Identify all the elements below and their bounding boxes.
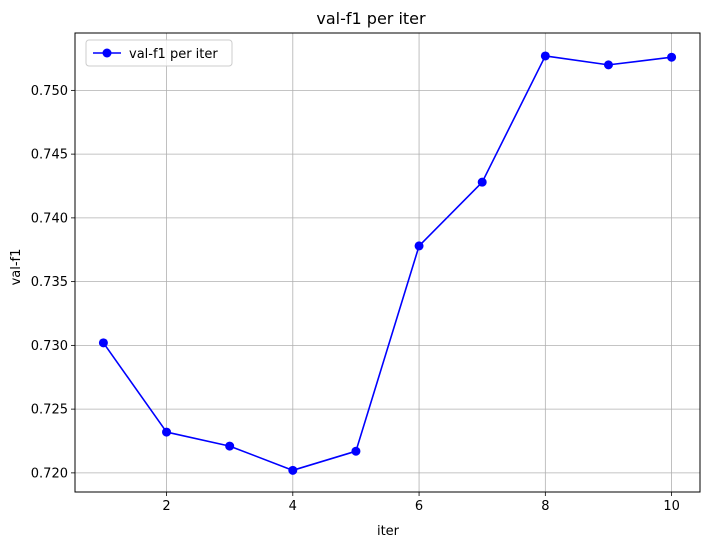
legend-label: val-f1 per iter — [129, 47, 218, 62]
plot-frame — [74, 32, 701, 493]
y-tick-label: 0.735 — [31, 275, 68, 290]
data-point — [98, 338, 108, 348]
data-point — [414, 241, 424, 251]
x-tick-label: 2 — [162, 499, 170, 514]
y-tick-label: 0.720 — [31, 466, 68, 481]
x-tick-label: 6 — [415, 499, 423, 514]
y-axis-label: val-f1 — [9, 249, 24, 286]
legend-box — [85, 39, 233, 67]
grid-layer — [75, 33, 700, 492]
series-layer — [98, 51, 677, 475]
x-axis-label: iter — [377, 524, 400, 539]
x-tick-label: 8 — [541, 499, 549, 514]
legend: val-f1 per iter — [85, 39, 233, 67]
x-tick-label: 10 — [663, 499, 680, 514]
ticks-layer: 2 4 6 8 10 0.720 0.725 0.730 0.735 0.740 0.745 0.75… — [31, 84, 680, 514]
y-tick-label: 0.740 — [31, 211, 68, 226]
y-tick-label: 0.730 — [31, 339, 68, 354]
y-tick-label: 0.725 — [31, 403, 68, 418]
chart-title: val-f1 per iter — [316, 9, 426, 28]
data-point — [288, 465, 298, 475]
series-line — [102, 55, 672, 472]
data-point — [225, 441, 235, 451]
legend-marker-swatch — [102, 48, 112, 58]
data-point — [351, 446, 361, 456]
data-point — [603, 60, 613, 70]
data-point — [667, 52, 677, 62]
x-tick-label: 4 — [289, 499, 297, 514]
data-point — [477, 177, 487, 187]
data-point — [540, 51, 550, 61]
y-tick-label: 0.745 — [31, 148, 68, 163]
data-point — [162, 427, 172, 437]
y-tick-label: 0.750 — [31, 84, 68, 99]
